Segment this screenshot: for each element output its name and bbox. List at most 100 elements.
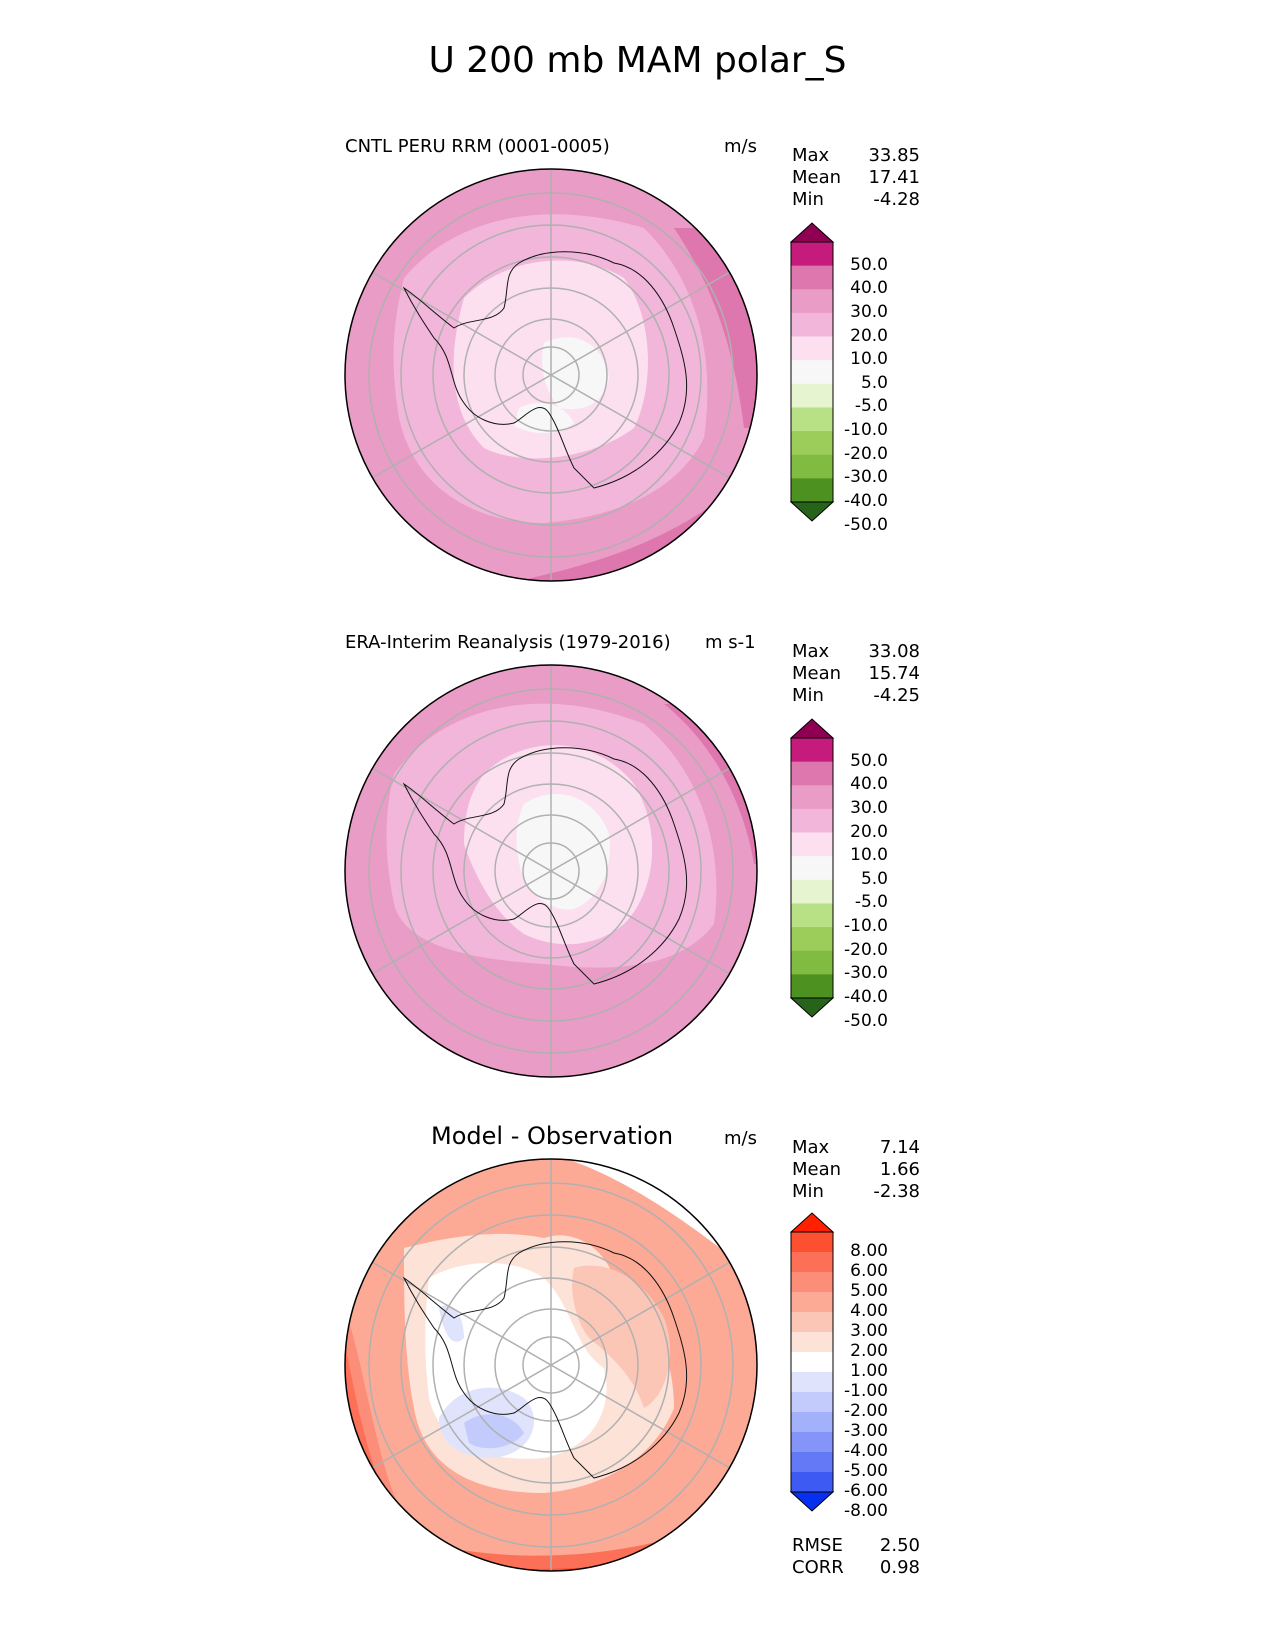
colorbar-bin [791, 785, 833, 810]
colorbar-tick-label: -2.00 [844, 1401, 888, 1421]
colorbar-tick-label: -10.0 [844, 916, 888, 937]
colorbar-bin [791, 360, 833, 385]
colorbar-bin [791, 1412, 833, 1433]
colorbar-tick-label: -40.0 [844, 987, 888, 1007]
colorbar-bin [791, 974, 833, 999]
colorbar-tick-label: 20.0 [850, 821, 888, 842]
colorbar-bin [791, 1352, 833, 1373]
stat-rmse: RMSE 2.50 [792, 1535, 920, 1556]
colorbar-tick-label: -20.0 [844, 939, 888, 960]
colorbar-tick-label: 5.0 [860, 868, 888, 889]
colorbar-tick-label: 5.0 [860, 372, 888, 393]
figure-title: U 200 mb MAM polar_S [428, 40, 847, 81]
colorbar-extend-max [790, 718, 835, 739]
stat-max: Max 7.14 [792, 1137, 920, 1158]
colorbar-bin [791, 289, 833, 314]
colorbar-tick-label: 50.0 [850, 254, 888, 275]
colorbar-bin [791, 832, 833, 857]
colorbar-bin [791, 1392, 833, 1413]
panel-2-map [344, 664, 758, 1078]
colorbar-tick-label: 10.0 [850, 845, 888, 866]
colorbar-bin [791, 1292, 833, 1313]
colorbar-bin [791, 1432, 833, 1453]
colorbar-tick-label: -50.0 [844, 514, 888, 535]
colorbar-tick-label: 40.0 [850, 774, 888, 795]
colorbar-tick-label: 5.00 [850, 1281, 888, 1301]
colorbar-tick-label: 4.00 [850, 1301, 888, 1321]
colorbar-tick-label: 8.00 [850, 1241, 888, 1261]
colorbar-bin [791, 1372, 833, 1393]
colorbar-tick-label: -8.00 [844, 1501, 888, 1521]
colorbar-bin [791, 1472, 833, 1493]
colorbar-extend-min [790, 501, 835, 522]
colorbar-tick-label: -30.0 [844, 963, 888, 984]
colorbar-bin [791, 761, 833, 786]
colorbar-extend-max [790, 222, 835, 243]
colorbar-bin [791, 478, 833, 503]
panel-3-extra-stats: RMSE 2.50 CORR 0.98 [792, 1535, 920, 1579]
colorbar-tick-label: -40.0 [844, 491, 888, 511]
colorbar-tick-label: -4.00 [844, 1441, 888, 1461]
colorbar-extend-min [790, 1491, 835, 1512]
colorbar-bin [791, 1272, 833, 1293]
panel-2-units: m s-1 [705, 632, 756, 653]
colorbar-tick-label: 20.0 [850, 325, 888, 346]
colorbar-bin [791, 1332, 833, 1353]
colorbar-tick-label: -10.0 [844, 420, 888, 441]
colorbar-tick-label: 30.0 [850, 797, 888, 818]
colorbar-outline [790, 1231, 834, 1493]
colorbar-outline [790, 241, 834, 503]
colorbar-tick-label: -5.00 [844, 1461, 888, 1481]
colorbar-tick-label: -5.0 [854, 892, 888, 913]
colorbar-tick-label: 10.0 [850, 349, 888, 370]
stat-max: Max 33.85 [792, 145, 920, 166]
stat-min: Min -2.38 [792, 1181, 920, 1202]
panel-2-colorbar [790, 718, 835, 1018]
colorbar-bin [791, 312, 833, 338]
colorbar-tick-label: -3.00 [844, 1421, 888, 1441]
colorbar-tick-label: 2.00 [850, 1341, 888, 1361]
panel-3-stats: Max 7.14 Mean 1.66 Min -2.38 [792, 1137, 920, 1203]
stat-max: Max 33.08 [792, 641, 920, 662]
colorbar-bin [791, 431, 833, 456]
stat-corr: CORR 0.98 [792, 1557, 920, 1578]
colorbar-extend-max [790, 1212, 835, 1233]
colorbar-bin [791, 265, 833, 290]
panel-3-colorbar [790, 1212, 835, 1512]
colorbar-bin [791, 879, 833, 904]
panel-3-map [344, 1158, 758, 1572]
colorbar-tick-label: 50.0 [850, 750, 888, 771]
colorbar-tick-label: -1.00 [844, 1381, 888, 1401]
stat-min: Min -4.25 [792, 685, 920, 706]
colorbar-bin [791, 1252, 833, 1273]
panel-1-title: CNTL PERU RRM (0001-0005) [345, 136, 610, 157]
colorbar-bin [791, 950, 833, 975]
colorbar-bin [791, 407, 833, 432]
colorbar-bin [791, 383, 833, 408]
colorbar-bin [791, 808, 833, 834]
colorbar-tick-label: 40.0 [850, 278, 888, 299]
colorbar-bin [791, 927, 833, 952]
colorbar-bin [791, 1232, 833, 1253]
colorbar-tick-label: -50.0 [844, 1010, 888, 1031]
colorbar-tick-label: 6.00 [850, 1261, 888, 1281]
colorbar-bin [791, 856, 833, 881]
colorbar-tick-label: -30.0 [844, 467, 888, 488]
colorbar-tick-label: -5.0 [854, 396, 888, 417]
panel-2-stats: Max 33.08 Mean 15.74 Min -4.25 [792, 641, 920, 707]
colorbar-tick-label: -20.0 [844, 443, 888, 464]
panel-1-colorbar [790, 222, 835, 522]
panel-1-map [344, 168, 758, 582]
colorbar-bin [791, 454, 833, 479]
stat-mean: Mean 15.74 [792, 663, 920, 684]
colorbar-tick-label: -6.00 [844, 1481, 888, 1501]
colorbar-extend-min [790, 997, 835, 1018]
colorbar-bin [791, 336, 833, 361]
stat-min: Min -4.28 [792, 189, 920, 210]
panel-2-title: ERA-Interim Reanalysis (1979-2016) [345, 632, 671, 653]
colorbar-bin [791, 903, 833, 928]
panel-3-units: m/s [724, 1128, 757, 1149]
panel-1-units: m/s [724, 136, 757, 157]
colorbar-outline [790, 737, 834, 999]
colorbar-bin [791, 738, 833, 763]
